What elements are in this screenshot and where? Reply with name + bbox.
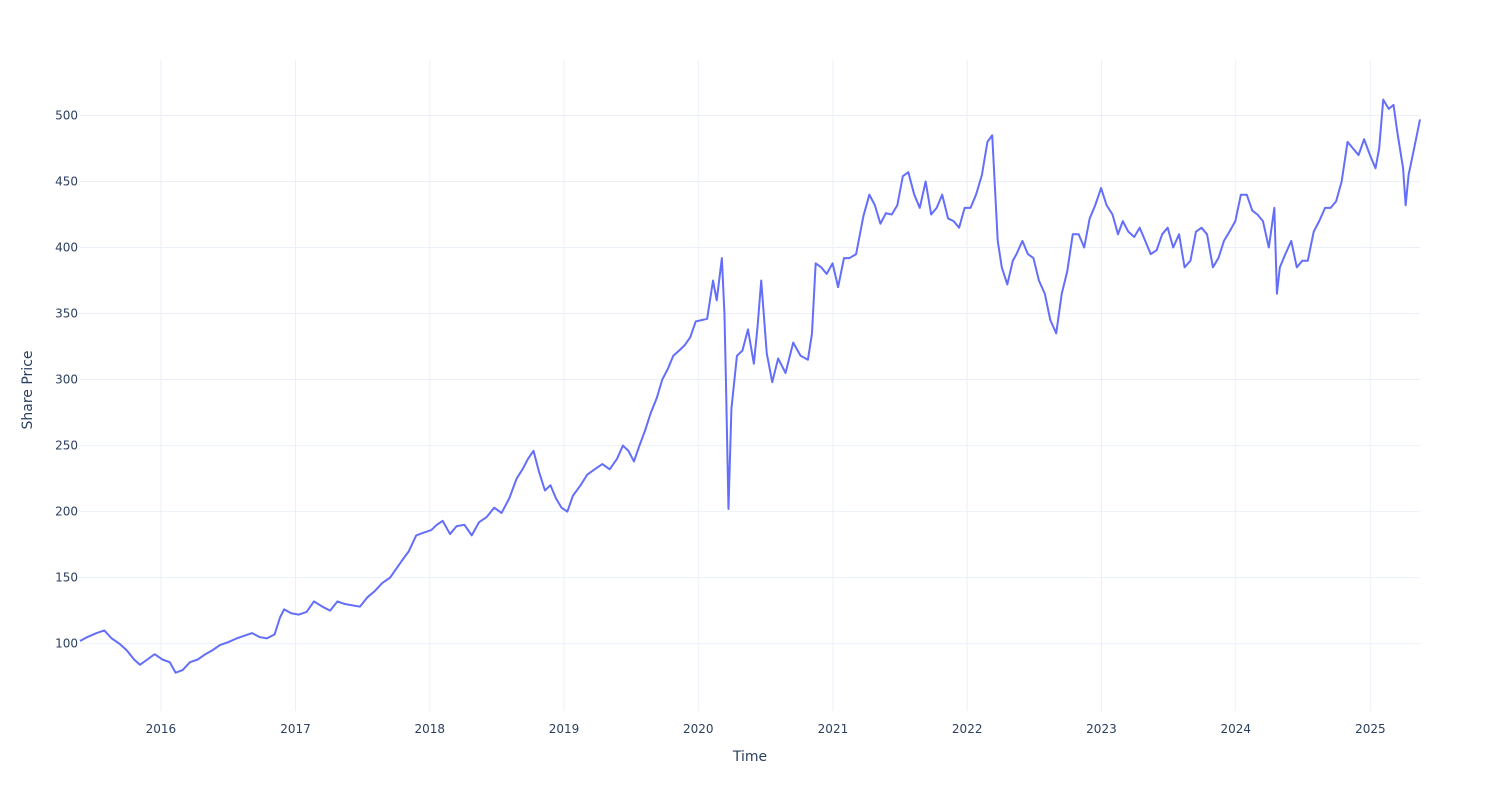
y-tick-label: 300 <box>55 373 78 387</box>
x-tick-label: 2024 <box>1220 722 1251 736</box>
x-axis-title: Time <box>732 749 767 765</box>
y-tick-label: 200 <box>55 505 78 519</box>
x-axis-ticks: 2016 2017 2018 2019 2020 2021 2022 2023 2024 2025 <box>146 722 1386 736</box>
y-axis-title: Share Price <box>20 350 36 429</box>
x-tick-label: 2023 <box>1086 722 1117 736</box>
x-tick-label: 2016 <box>146 722 177 736</box>
y-tick-label: 500 <box>55 108 78 122</box>
x-tick-label: 2025 <box>1355 722 1386 736</box>
horizontal-grid-lines <box>80 114 1420 645</box>
y-tick-label: 250 <box>55 439 78 453</box>
x-tick-label: 2021 <box>818 722 849 736</box>
y-tick-label: 400 <box>55 241 78 255</box>
x-tick-label: 2019 <box>549 722 580 736</box>
x-tick-label: 2018 <box>415 722 446 736</box>
x-tick-label: 2020 <box>683 722 714 736</box>
y-axis-ticks: 100 150 200 250 300 350 400 450 500 <box>55 108 78 650</box>
y-tick-label: 150 <box>55 571 78 585</box>
y-tick-label: 350 <box>55 307 78 321</box>
x-tick-label: 2022 <box>952 722 983 736</box>
series-layer <box>79 98 1421 674</box>
y-tick-label: 100 <box>55 637 78 651</box>
y-tick-label: 450 <box>55 174 78 188</box>
vertical-grid-lines <box>160 60 1371 711</box>
x-tick-label: 2017 <box>280 722 311 736</box>
series-line-0 <box>79 98 1421 674</box>
